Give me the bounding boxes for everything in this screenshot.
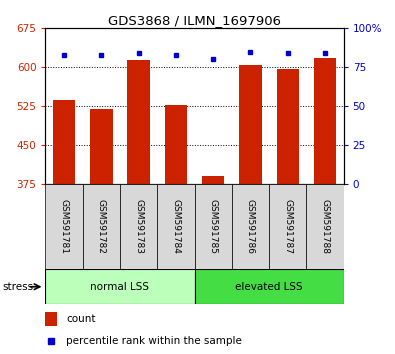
Text: GSM591783: GSM591783	[134, 199, 143, 254]
Bar	[157, 184, 194, 269]
Text: stress: stress	[2, 282, 33, 292]
Bar	[202, 176, 224, 184]
Bar	[45, 269, 194, 304]
Bar	[90, 109, 113, 184]
Bar	[53, 100, 75, 184]
Bar	[269, 184, 307, 269]
Bar	[194, 269, 344, 304]
Text: GSM591788: GSM591788	[320, 199, 329, 254]
Bar	[276, 69, 299, 184]
Text: GSM591781: GSM591781	[60, 199, 69, 254]
Text: GSM591784: GSM591784	[171, 199, 181, 254]
Text: percentile rank within the sample: percentile rank within the sample	[66, 336, 242, 346]
Bar	[307, 184, 344, 269]
Text: GSM591782: GSM591782	[97, 199, 106, 254]
Text: GSM591786: GSM591786	[246, 199, 255, 254]
Bar	[120, 184, 157, 269]
Title: GDS3868 / ILMN_1697906: GDS3868 / ILMN_1697906	[108, 14, 281, 27]
Text: normal LSS: normal LSS	[90, 282, 149, 292]
Bar	[83, 184, 120, 269]
Bar	[45, 184, 83, 269]
Text: GSM591785: GSM591785	[209, 199, 218, 254]
Bar	[165, 105, 187, 184]
Bar	[314, 58, 336, 184]
Bar	[128, 60, 150, 184]
Bar	[194, 184, 232, 269]
Text: GSM591787: GSM591787	[283, 199, 292, 254]
Bar	[232, 184, 269, 269]
Text: count: count	[66, 314, 96, 324]
Bar	[45, 312, 57, 326]
Text: elevated LSS: elevated LSS	[235, 282, 303, 292]
Bar	[239, 65, 261, 184]
